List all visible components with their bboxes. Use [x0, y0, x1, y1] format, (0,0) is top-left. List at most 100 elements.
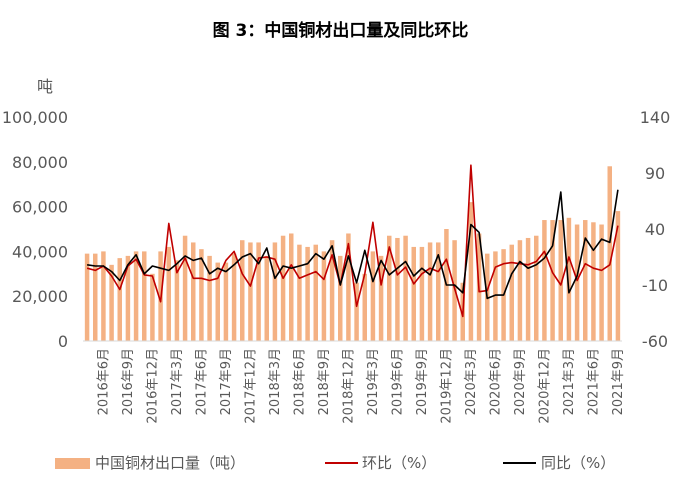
bar-56 — [542, 220, 547, 341]
bar-25 — [289, 233, 294, 341]
y-left-tick-label: 40,000 — [12, 242, 68, 261]
x-tick-label: 2020年9月 — [513, 348, 528, 415]
lines-layer — [86, 164, 619, 318]
y-right-tick-label: 140 — [640, 108, 671, 127]
x-tick-label: 2018年12月 — [341, 348, 356, 424]
y-left-tick-label: 80,000 — [12, 153, 68, 172]
bar-11 — [174, 260, 180, 341]
bar-62 — [591, 222, 596, 341]
y-right-tick-label: -60 — [642, 332, 668, 351]
x-tick-label: 2019年12月 — [439, 348, 454, 424]
bar-30 — [329, 240, 335, 341]
bar-1 — [93, 253, 98, 341]
bar-55 — [534, 235, 539, 341]
bar-47 — [468, 202, 474, 341]
x-tick-label: 2021年9月 — [611, 348, 626, 415]
bar-22 — [264, 255, 269, 341]
bar-5 — [125, 255, 131, 341]
bar-65 — [615, 211, 621, 341]
axes-layer: 0 20,000 40,000 60,000 80,000 100,000 -60 -10 40… — [2, 108, 670, 424]
bar-21 — [256, 242, 261, 341]
x-tick-label: 2017年6月 — [194, 348, 209, 415]
x-tick-label: 2018年6月 — [292, 348, 307, 415]
legend-swatch-bar — [55, 458, 90, 469]
legend-label-hb: 环比（%） — [362, 454, 436, 472]
bar-2 — [101, 251, 106, 341]
y-right-tick-label: 90 — [645, 164, 665, 183]
x-tick-label: 2017年9月 — [219, 348, 234, 415]
bar-41 — [419, 246, 425, 341]
x-tick-label: 2016年12月 — [145, 348, 160, 424]
bar-8 — [150, 273, 155, 341]
bar-28 — [313, 244, 318, 341]
bar-4 — [117, 258, 122, 341]
x-tick-label: 2020年6月 — [488, 348, 503, 415]
x-tick-label: 2021年3月 — [562, 348, 577, 415]
bar-7 — [142, 251, 147, 341]
bar-42 — [427, 242, 433, 341]
bar-64 — [607, 166, 612, 341]
left-axis-unit: 吨 — [37, 77, 53, 96]
x-tick-label: 2019年6月 — [390, 348, 405, 415]
legend: 中国铜材出口量（吨） 环比（%） 同比（%） — [55, 454, 615, 472]
x-tick-label: 2018年9月 — [317, 348, 332, 415]
bar-63 — [599, 224, 604, 341]
bar-24 — [280, 235, 286, 341]
bar-15 — [207, 255, 212, 341]
x-tick-label: 2020年12月 — [537, 348, 552, 424]
x-tick-label: 2019年3月 — [366, 348, 381, 415]
bar-26 — [297, 244, 302, 341]
bar-18 — [231, 253, 237, 341]
bar-60 — [574, 224, 580, 341]
bar-32 — [346, 233, 351, 341]
bar-16 — [215, 262, 220, 341]
x-tick-label: 2019年9月 — [415, 348, 430, 415]
bar-31 — [338, 255, 343, 341]
y-right-tick-label: -10 — [642, 276, 668, 295]
bar-40 — [411, 246, 416, 341]
bar-43 — [436, 242, 441, 341]
legend-label-bar: 中国铜材出口量（吨） — [95, 454, 245, 472]
bar-27 — [305, 246, 310, 341]
bar-29 — [321, 251, 327, 341]
bar-6 — [133, 251, 139, 341]
bar-50 — [493, 251, 498, 341]
bar-57 — [550, 220, 555, 341]
bar-33 — [354, 282, 359, 341]
bar-0 — [84, 253, 90, 341]
y-left-tick-label: 60,000 — [12, 198, 68, 217]
bar-34 — [362, 273, 367, 341]
x-tick-label: 2020年3月 — [464, 348, 479, 415]
bar-10 — [166, 246, 171, 341]
bar-53 — [517, 240, 523, 341]
bars-layer — [84, 166, 621, 341]
bar-35 — [370, 251, 376, 341]
y-left-tick-label: 100,000 — [2, 108, 68, 127]
bar-52 — [509, 244, 514, 341]
bar-38 — [395, 237, 400, 341]
bar-3 — [109, 264, 114, 341]
bar-20 — [248, 242, 253, 341]
bar-58 — [558, 220, 563, 341]
bar-23 — [272, 242, 278, 341]
bar-17 — [223, 262, 229, 341]
chart-title: 图 3：中国铜材出口量及同比环比 — [212, 21, 469, 41]
bar-61 — [583, 220, 588, 341]
y-left-tick-label: 0 — [58, 332, 68, 351]
y-right-tick-label: 40 — [645, 220, 665, 239]
bar-37 — [387, 235, 392, 341]
x-tick-label: 2017年3月 — [170, 348, 185, 415]
x-tick-label: 2017年12月 — [243, 348, 258, 424]
bar-13 — [191, 242, 196, 341]
bar-36 — [378, 255, 384, 341]
bar-54 — [525, 237, 531, 341]
series-line-1 — [86, 189, 619, 300]
x-tick-label: 2016年9月 — [121, 348, 136, 415]
bar-14 — [199, 249, 204, 341]
y-left-tick-label: 20,000 — [12, 287, 68, 306]
bar-39 — [403, 235, 408, 341]
bar-12 — [182, 235, 188, 341]
x-tick-label: 2018年3月 — [268, 348, 283, 415]
x-tick-label: 2016年6月 — [96, 348, 111, 415]
